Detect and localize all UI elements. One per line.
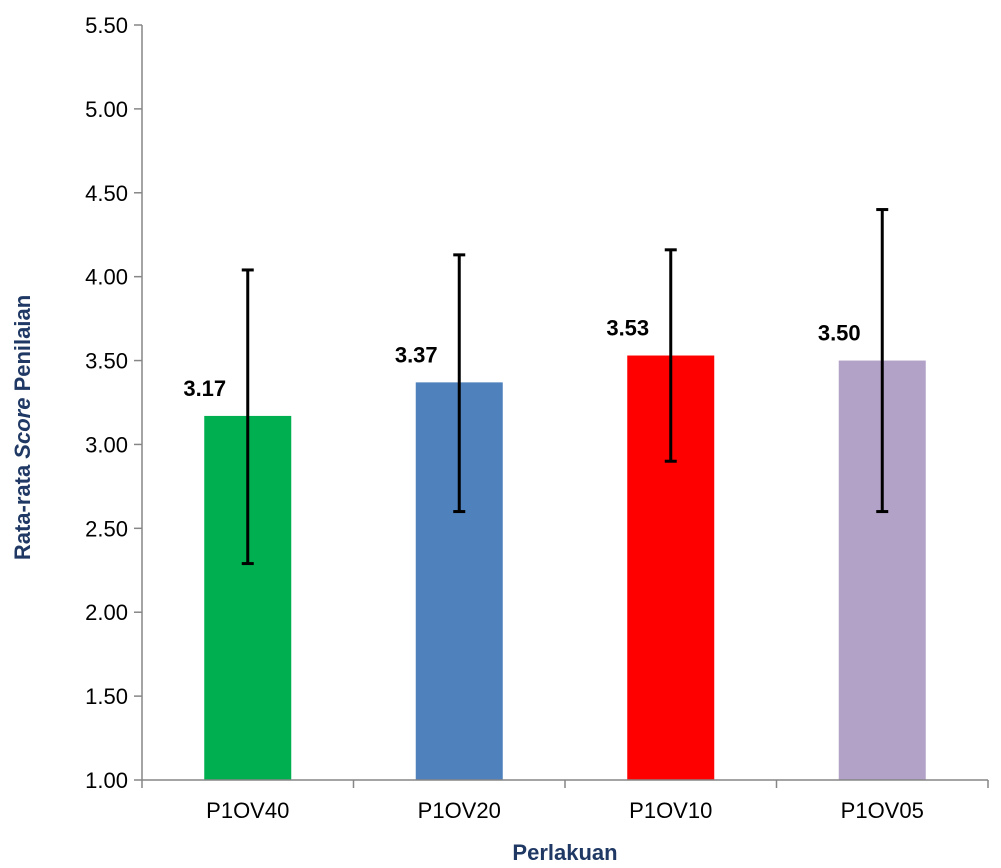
value-labels-group: 3.17 3.37 3.53 3.50 [183, 316, 860, 401]
y-axis-title-part: Rata-rata [10, 459, 35, 560]
y-tick-label: 1.00 [85, 768, 128, 793]
y-tick-label: 3.50 [85, 349, 128, 374]
x-tick-label: P1OV20 [418, 798, 501, 823]
y-tick-label: 5.00 [85, 97, 128, 122]
data-label: 3.17 [183, 376, 226, 401]
y-tick-label: 3.00 [85, 432, 128, 457]
y-tick-label: 2.00 [85, 600, 128, 625]
y-tick-label: 4.50 [85, 181, 128, 206]
data-label: 3.53 [606, 316, 649, 341]
y-axis-ticks: 1.00 1.50 2.00 2.50 3.00 3.50 4.00 4.50 5.00 5.50 [85, 13, 142, 793]
y-axis-title: Rata-rata Score Penilaian [10, 295, 35, 560]
y-axis-title-part: Score [10, 398, 35, 459]
y-tick-label: 4.00 [85, 265, 128, 290]
y-tick-label: 5.50 [85, 13, 128, 38]
y-axis-title-part: Penilaian [10, 295, 35, 398]
x-tick-label: P1OV40 [206, 798, 289, 823]
x-tick-label: P1OV05 [841, 798, 924, 823]
x-axis-title: Perlakuan [512, 840, 617, 865]
bars-group [204, 355, 926, 780]
x-axis-ticks: P1OV40 P1OV20 P1OV10 P1OV05 [141, 780, 989, 823]
y-tick-label: 2.50 [85, 516, 128, 541]
x-tick-label: P1OV10 [629, 798, 712, 823]
y-tick-label: 1.50 [85, 684, 128, 709]
data-label: 3.50 [818, 321, 861, 346]
data-label: 3.37 [395, 342, 438, 367]
error-bars-group [241, 208, 889, 566]
